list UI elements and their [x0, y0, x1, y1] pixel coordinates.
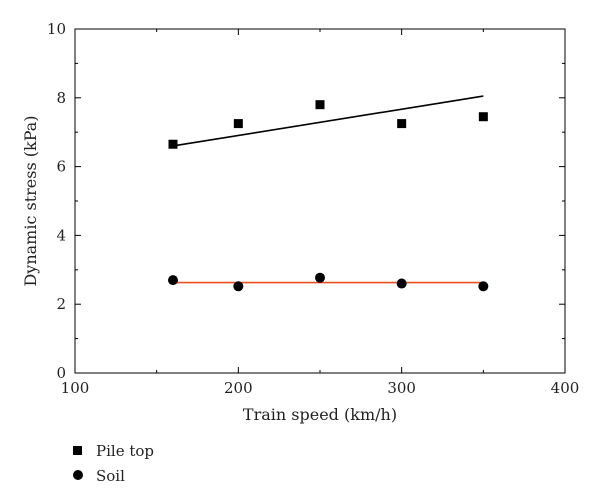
x-tick-label: 300 [387, 379, 416, 397]
data-point-series-1 [168, 275, 178, 286]
data-point-series-0 [168, 139, 178, 149]
y-axis-title: Dynamic stress (kPa) [21, 115, 40, 286]
legend: Pile top Soil [73, 442, 154, 485]
x-axis-title: Train speed (km/h) [243, 405, 397, 424]
trendlines [172, 95, 484, 284]
data-point-series-0 [478, 112, 488, 122]
data-point-series-0 [397, 119, 407, 129]
y-tick-label: 8 [56, 89, 66, 107]
trendline-series-0 [172, 95, 484, 147]
axes: 100 200 300 400 0 2 4 6 8 10 [47, 20, 579, 397]
data-points [168, 100, 489, 292]
legend-marker-pile-top [73, 446, 82, 455]
plot-frame [74, 28, 566, 374]
y-tick-label: 4 [56, 226, 66, 244]
data-point-series-1 [478, 281, 489, 292]
data-point-series-1 [396, 278, 407, 289]
data-point-series-0 [315, 100, 325, 110]
data-point-series-1 [233, 281, 244, 292]
x-tick-label: 400 [551, 379, 580, 397]
y-tick-label: 6 [56, 158, 66, 176]
x-tick-label: 200 [224, 379, 253, 397]
legend-label-soil: Soil [96, 467, 125, 485]
y-tick-label: 0 [56, 364, 66, 382]
legend-marker-soil [73, 470, 83, 480]
y-tick-label: 10 [47, 20, 66, 38]
data-point-series-1 [315, 272, 325, 283]
data-point-series-0 [233, 119, 243, 129]
x-tick-label: 100 [61, 379, 90, 397]
y-tick-label: 2 [56, 295, 66, 313]
legend-label-pile-top: Pile top [96, 442, 154, 460]
